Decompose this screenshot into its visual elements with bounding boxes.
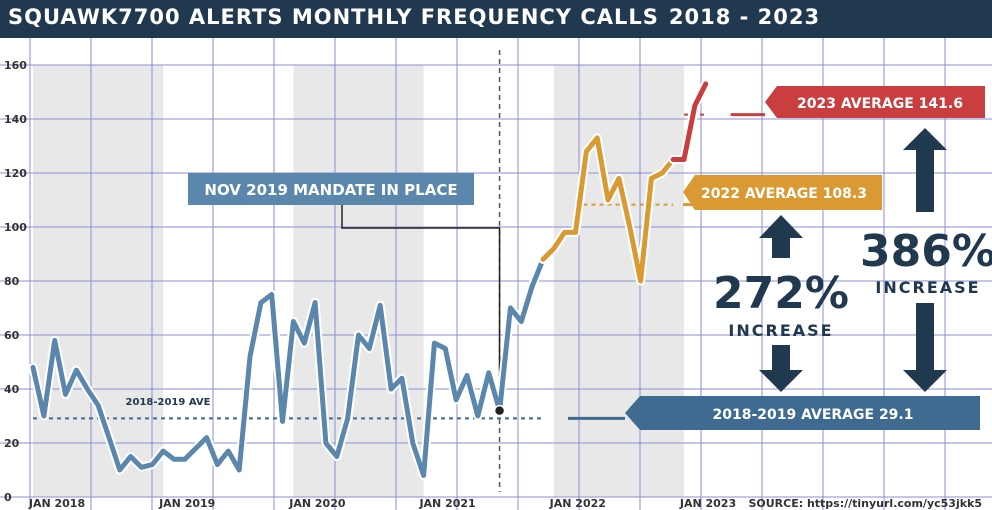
chart-title: SQUAWK7700 ALERTS MONTHLY FREQUENCY CALL…: [8, 5, 820, 29]
grid-lines: [0, 38, 992, 510]
ave-2018-2019-small-label: 2018-2019 AVE: [126, 397, 211, 408]
increase-arrows: [759, 128, 947, 392]
avg-2018-2019-label: 2018-2019 AVERAGE 29.1: [713, 407, 914, 423]
y-axis-ticks: 0 20 40 60 80 100 120 140 160: [4, 59, 27, 504]
y-tick-label: 20: [4, 437, 20, 450]
increase-386-label: INCREASE: [875, 278, 980, 297]
series-line: [670, 81, 709, 162]
y-tick-label: 40: [4, 383, 20, 396]
title-main: SQUAWK7700 ALERTS MONTHLY FREQUENCY CALL…: [8, 5, 659, 29]
mandate-annotation: NOV 2019 MANDATE IN PLACE: [188, 50, 501, 492]
mandate-leader-line: [341, 205, 501, 411]
x-tick-label: JAN 2019: [158, 497, 215, 510]
pct-386-label: 386%: [860, 226, 992, 277]
title-years: 2018 - 2023: [668, 5, 821, 29]
avg-2018-2019-badge: [625, 396, 980, 430]
x-tick-label: JAN 2023: [679, 497, 736, 510]
x-tick-label: JAN 2020: [288, 497, 346, 510]
series-lines: [28, 79, 711, 480]
x-tick-label: JAN 2018: [28, 497, 85, 510]
mandate-box: [188, 173, 474, 205]
average-badges: 2023 AVERAGE 141.6 2022 AVERAGE 108.3 20…: [126, 86, 985, 430]
pct-272-label: 272%: [713, 268, 849, 319]
mandate-label: NOV 2019 MANDATE IN PLACE: [204, 181, 457, 199]
arrow-down-386-icon: [903, 303, 947, 392]
series-line: [30, 256, 546, 478]
increase-272-label: INCREASE: [728, 321, 833, 340]
avg-2022-badge: [683, 175, 882, 210]
mandate-point: [493, 404, 506, 417]
x-tick-label: JAN 2022: [549, 497, 606, 510]
avg-2022-label: 2022 AVERAGE 108.3: [701, 186, 867, 202]
x-tick-label: JAN 2021: [418, 497, 475, 510]
y-tick-label: 60: [4, 329, 20, 342]
arrow-up-386-icon: [903, 128, 947, 212]
arrow-down-272-icon: [759, 345, 803, 392]
x-axis-ticks: JAN 2018 JAN 2019 JAN 2020 JAN 2021 JAN 2022…: [28, 497, 736, 510]
y-tick-label: 120: [4, 167, 27, 180]
y-tick-label: 0: [4, 491, 12, 504]
y-tick-label: 160: [4, 59, 27, 72]
title-bar: SQUAWK7700 ALERTS MONTHLY FREQUENCY CALL…: [0, 0, 992, 38]
y-tick-label: 140: [4, 113, 27, 126]
avg-2023-badge: [765, 86, 985, 118]
y-tick-label: 80: [4, 275, 20, 288]
avg-2023-label: 2023 AVERAGE 141.6: [797, 96, 963, 112]
y-tick-label: 100: [4, 221, 27, 234]
source-label: SOURCE: https://tinyurl.com/yc53jkk5: [748, 497, 982, 510]
arrow-up-272-icon: [759, 215, 803, 258]
series-line: [540, 135, 676, 284]
